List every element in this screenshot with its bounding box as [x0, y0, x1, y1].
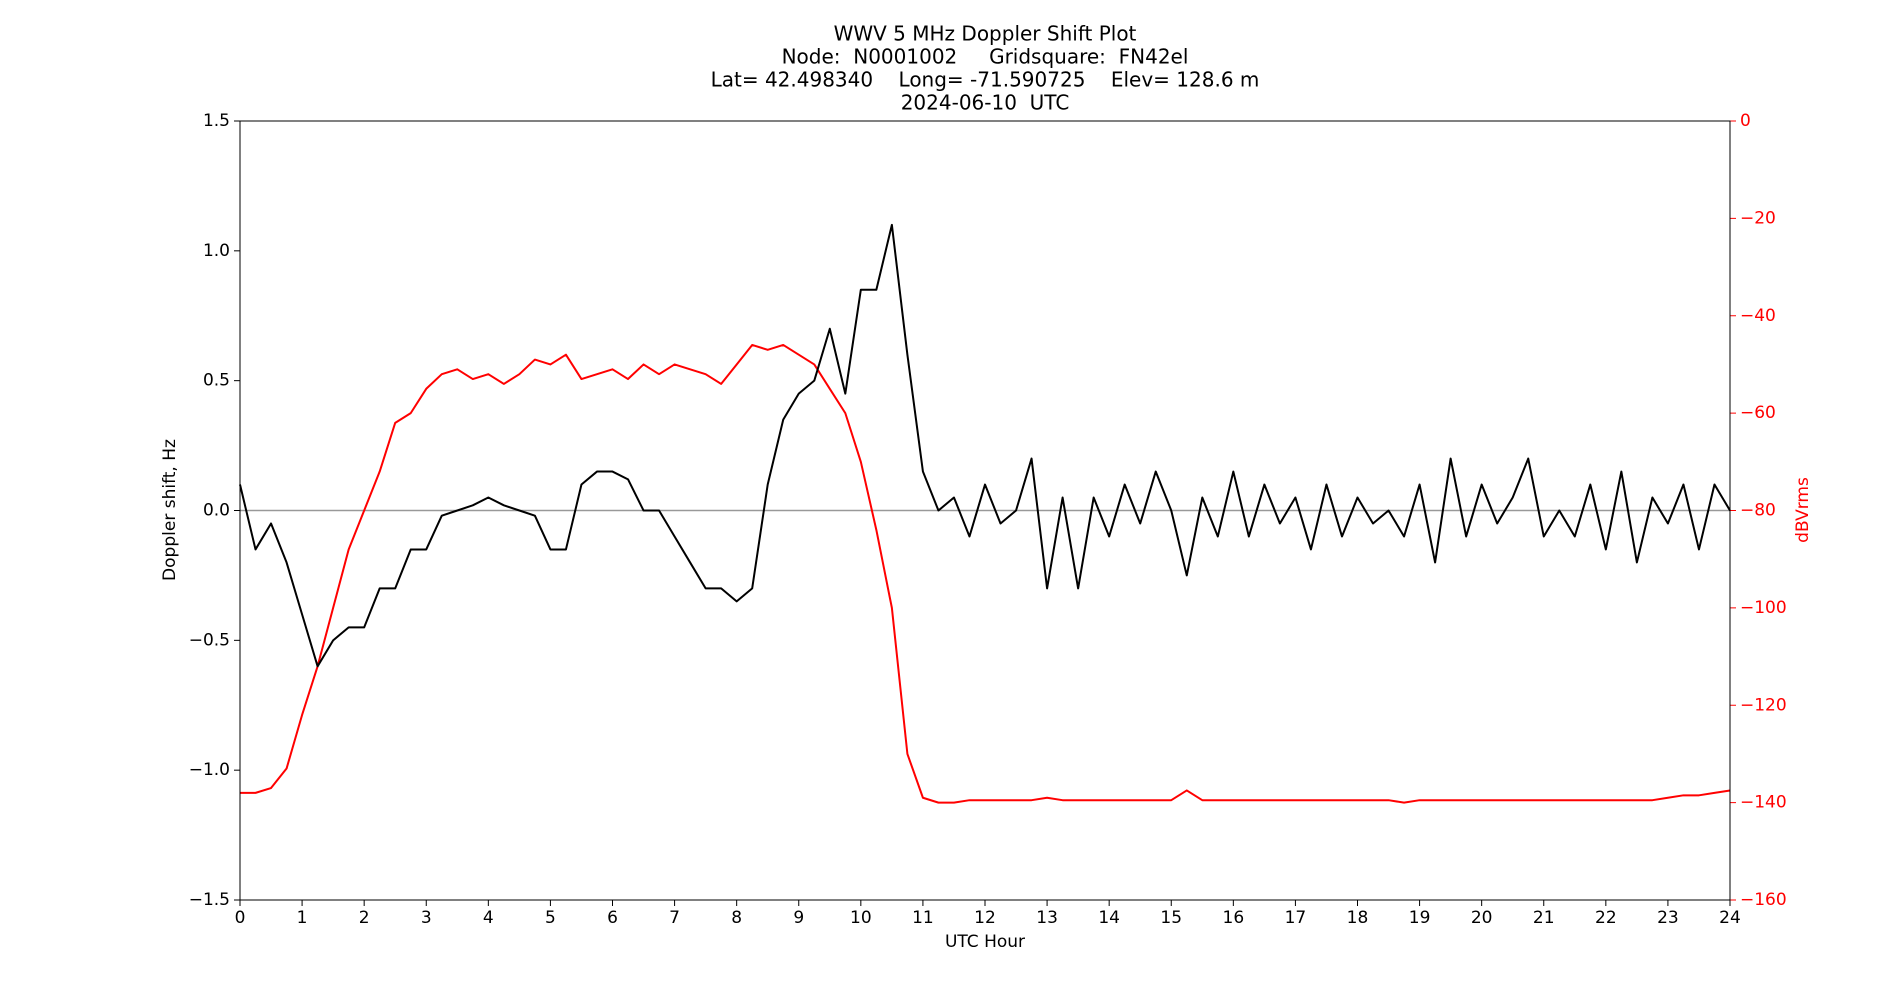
x-tick-label: 24 — [1719, 908, 1741, 928]
x-tick-label: 20 — [1471, 908, 1493, 928]
x-tick-label: 6 — [607, 908, 618, 928]
y2-tick-label: −100 — [1740, 598, 1787, 618]
x-tick-label: 18 — [1347, 908, 1369, 928]
x-tick-label: 13 — [1036, 908, 1058, 928]
y-tick-label: −1.5 — [189, 890, 230, 910]
x-tick-label: 16 — [1223, 908, 1245, 928]
x-tick-label: 12 — [974, 908, 996, 928]
x-tick-label: 11 — [912, 908, 934, 928]
y-tick-label: −1.0 — [189, 760, 230, 780]
x-tick-label: 15 — [1160, 908, 1182, 928]
y2-tick-label: −20 — [1740, 208, 1776, 228]
x-tick-label: 17 — [1285, 908, 1307, 928]
y2-tick-label: −80 — [1740, 501, 1776, 521]
chart-subtitle: Lat= 42.498340 Long= -71.590725 Elev= 12… — [711, 68, 1260, 92]
x-tick-label: 7 — [669, 908, 680, 928]
y-tick-label: 1.5 — [203, 111, 230, 131]
y2-tick-label: −160 — [1740, 890, 1787, 910]
y2-tick-label: −40 — [1740, 306, 1776, 326]
x-tick-label: 22 — [1595, 908, 1617, 928]
y2-tick-label: −140 — [1740, 793, 1787, 813]
x-tick-label: 9 — [793, 908, 804, 928]
x-axis-label: UTC Hour — [945, 932, 1025, 952]
y-tick-label: 0.5 — [203, 371, 230, 391]
x-tick-label: 0 — [235, 908, 246, 928]
chart-title: WWV 5 MHz Doppler Shift Plot — [834, 22, 1137, 46]
x-tick-label: 10 — [850, 908, 872, 928]
y-tick-label: 1.0 — [203, 241, 230, 261]
x-tick-label: 1 — [297, 908, 308, 928]
x-tick-label: 2 — [359, 908, 370, 928]
y2-tick-label: −60 — [1740, 403, 1776, 423]
y2-tick-label: −120 — [1740, 695, 1787, 715]
y-axis-label: Doppler shift, Hz — [160, 439, 180, 581]
line-series — [239, 223, 1731, 668]
x-tick-label: 23 — [1657, 908, 1679, 928]
x-tick-label: 19 — [1409, 908, 1431, 928]
y-tick-label: −0.5 — [189, 630, 230, 650]
chart-subtitle: 2024-06-10 UTC — [901, 91, 1070, 115]
y-tick-label: 0.0 — [203, 501, 230, 521]
y2-tick-label: 0 — [1740, 111, 1751, 131]
x-tick-label: 5 — [545, 908, 556, 928]
y2-axis-label: dBVrms — [1793, 477, 1813, 543]
x-tick-label: 4 — [483, 908, 494, 928]
x-tick-label: 14 — [1098, 908, 1120, 928]
line-series — [240, 343, 1731, 804]
chart-subtitle: Node: N0001002 Gridsquare: FN42el — [782, 45, 1189, 69]
x-tick-label: 3 — [421, 908, 432, 928]
x-tick-label: 21 — [1533, 908, 1555, 928]
x-tick-label: 8 — [731, 908, 742, 928]
